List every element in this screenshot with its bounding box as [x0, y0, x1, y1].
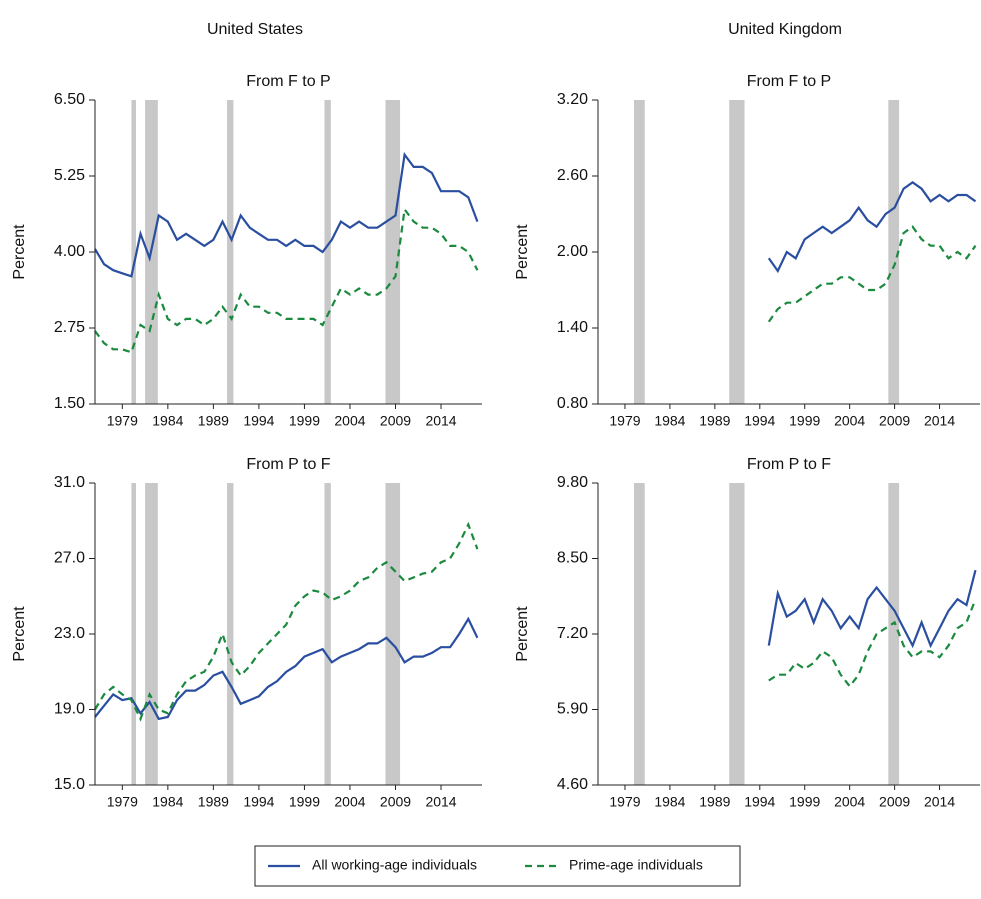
x-tick-label: 1984: [152, 794, 183, 810]
recession-band: [324, 100, 331, 404]
legend-label: All working-age individuals: [312, 857, 477, 873]
panel-title: From P to F: [246, 456, 330, 473]
x-tick-label: 2004: [834, 413, 865, 429]
y-tick-label: 5.25: [54, 167, 85, 184]
x-tick-label: 1999: [289, 413, 320, 429]
x-tick-label: 1999: [289, 794, 320, 810]
x-tick-label: 2014: [425, 794, 456, 810]
x-tick-label: 2004: [334, 794, 365, 810]
recession-band: [131, 483, 136, 785]
x-tick-label: 1999: [789, 413, 820, 429]
y-tick-label: 2.75: [54, 319, 85, 336]
recession-band: [888, 483, 900, 785]
series-line: [94, 151, 479, 278]
recession-band: [633, 483, 645, 785]
series-line: [94, 206, 479, 354]
x-tick-label: 1984: [654, 794, 685, 810]
x-tick-label: 1979: [107, 794, 138, 810]
x-tick-label: 1989: [198, 794, 229, 810]
series-line: [767, 180, 977, 274]
panel-title: From F to P: [246, 73, 330, 90]
x-tick-label: 1994: [744, 794, 775, 810]
recession-band: [145, 483, 158, 785]
series-line: [94, 616, 479, 721]
x-tick-label: 1979: [609, 794, 640, 810]
recession-band: [888, 100, 900, 404]
y-tick-label: 2.60: [557, 167, 588, 184]
x-tick-label: 2009: [879, 413, 910, 429]
series-line: [767, 569, 977, 649]
x-tick-label: 1994: [744, 413, 775, 429]
x-tick-label: 1999: [789, 794, 820, 810]
y-tick-label: 5.90: [557, 701, 588, 718]
x-tick-label: 1989: [699, 413, 730, 429]
x-tick-label: 1994: [243, 413, 274, 429]
recession-band: [324, 483, 331, 785]
y-tick-label: 2.00: [557, 243, 588, 260]
recession-band: [633, 100, 645, 404]
x-tick-label: 2009: [380, 413, 411, 429]
y-tick-label: 1.50: [54, 395, 85, 412]
y-tick-label: 15.0: [54, 776, 85, 793]
y-tick-label: 0.80: [557, 395, 588, 412]
y-tick-label: 7.20: [557, 625, 588, 642]
x-tick-label: 2014: [924, 413, 955, 429]
y-tick-label: 8.50: [557, 550, 588, 567]
x-tick-label: 2009: [879, 794, 910, 810]
x-tick-label: 1984: [152, 413, 183, 429]
series-line: [768, 598, 977, 689]
x-tick-label: 2014: [425, 413, 456, 429]
panel-title: From P to F: [747, 456, 831, 473]
y-axis-label: Percent: [11, 224, 28, 280]
column-title: United Kingdom: [728, 21, 842, 38]
x-tick-label: 2014: [924, 794, 955, 810]
legend-box: [254, 845, 741, 887]
y-tick-label: 4.60: [557, 776, 588, 793]
y-tick-label: 31.0: [54, 474, 85, 491]
recession-band: [227, 483, 234, 785]
y-axis-label: Percent: [11, 606, 28, 662]
y-tick-label: 19.0: [54, 701, 85, 718]
recession-band: [227, 100, 234, 404]
y-axis-label: Percent: [514, 224, 531, 280]
x-tick-label: 1979: [609, 413, 640, 429]
y-tick-label: 9.80: [557, 474, 588, 491]
recession-band: [385, 483, 401, 785]
y-axis-label: Percent: [514, 606, 531, 662]
y-tick-label: 3.20: [557, 91, 588, 108]
x-tick-label: 1979: [107, 413, 138, 429]
x-tick-label: 1989: [198, 413, 229, 429]
legend-label: Prime-age individuals: [569, 857, 703, 873]
x-tick-label: 1994: [243, 794, 274, 810]
y-tick-label: 27.0: [54, 550, 85, 567]
recession-band: [385, 100, 401, 404]
x-tick-label: 1989: [699, 794, 730, 810]
panel-title: From F to P: [747, 73, 831, 90]
y-tick-label: 23.0: [54, 625, 85, 642]
y-tick-label: 6.50: [54, 91, 85, 108]
recession-band: [729, 100, 745, 404]
y-tick-label: 4.00: [54, 243, 85, 260]
x-tick-label: 2004: [834, 794, 865, 810]
x-tick-label: 1984: [654, 413, 685, 429]
series-line: [94, 521, 479, 722]
column-title: United States: [207, 21, 303, 38]
x-tick-label: 2004: [334, 413, 365, 429]
x-tick-label: 2009: [380, 794, 411, 810]
series-line: [767, 225, 977, 323]
recession-band: [131, 100, 136, 404]
y-tick-label: 1.40: [557, 319, 588, 336]
recession-band: [729, 483, 745, 785]
